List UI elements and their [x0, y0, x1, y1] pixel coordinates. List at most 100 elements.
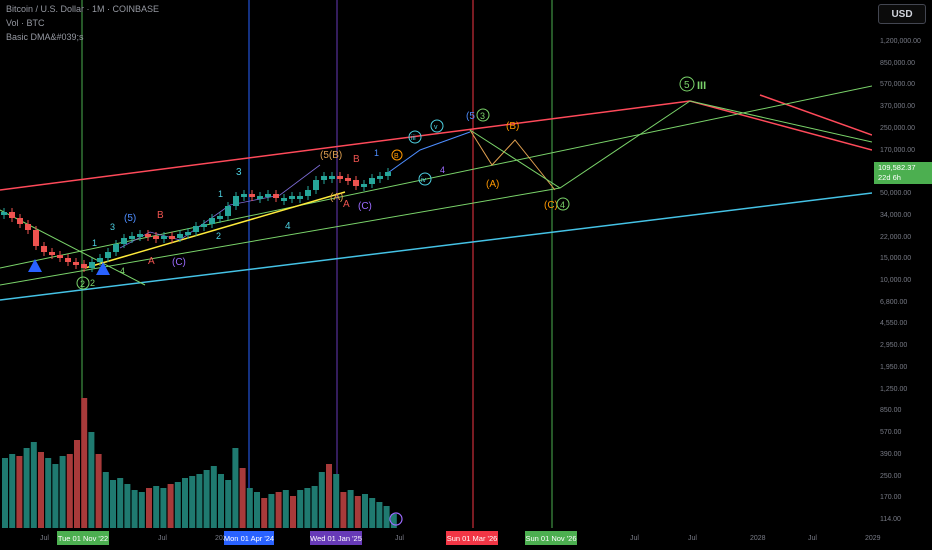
candle [89, 262, 95, 268]
volume-bar [290, 496, 296, 528]
price-tick-label: 570.00 [880, 429, 902, 437]
wave-label-C-a: (C) [172, 257, 186, 268]
wave-label-B2: B [394, 153, 399, 160]
candle [297, 196, 303, 199]
wave-label-4b2: 4 [285, 221, 291, 232]
volume-bar [189, 476, 196, 528]
candle [289, 196, 295, 199]
volume-bar [38, 452, 44, 528]
candle [49, 252, 55, 255]
candle [105, 252, 111, 258]
time-tick-label: Jul [158, 535, 167, 542]
candle [185, 232, 191, 235]
volume-bar [182, 478, 188, 528]
currency-button[interactable]: USD [878, 4, 926, 24]
volume-bar [138, 492, 145, 528]
volume-bar [2, 458, 8, 528]
price-tick-label: 250,000.00 [880, 124, 916, 132]
price-tick-label: 1,200,000.00 [880, 38, 921, 45]
candle [121, 238, 127, 244]
wave-label-2: 2 [216, 231, 221, 241]
wave-circle-4-proj [556, 197, 570, 211]
volume-bar [196, 474, 203, 528]
candle [57, 255, 63, 258]
volume-bar [210, 466, 217, 528]
wave-circle-3c [476, 108, 490, 122]
candle [153, 236, 159, 239]
time-tick-label: Jul [630, 535, 639, 542]
current-price-countdown: 22d 6h [878, 173, 901, 182]
wave-label-A: A [148, 256, 155, 267]
candle [273, 194, 279, 198]
candle [97, 258, 103, 262]
red-projection-2 [759, 94, 873, 136]
price-tick-label: 10,000.00 [880, 277, 912, 284]
candle [193, 226, 199, 232]
wave-label-1b: 1 [218, 189, 223, 199]
chart-area[interactable]: 2 2 4 1 3 (5) B A (C) 2 1 3 4 (5(B) (A) … [0, 0, 873, 528]
green-projection-path [469, 100, 691, 189]
price-axis[interactable] [872, 0, 932, 550]
volume-bar [16, 456, 23, 528]
candle [209, 218, 215, 224]
time-tick-label: 2029 [865, 535, 881, 542]
date-flag: Sun 01 Nov '26 [525, 531, 577, 545]
volume-bar [275, 492, 282, 528]
candle [137, 234, 143, 237]
wave-label-4b: 4 [120, 266, 125, 276]
current-price-label: 109,582.37 22d 6h [874, 162, 932, 184]
wave-label-3b: 3 [236, 167, 242, 178]
volume-bar [239, 468, 246, 528]
volume-bar [333, 474, 340, 528]
candle [145, 234, 151, 237]
volume-bar [203, 470, 210, 528]
volume-bar [95, 454, 102, 528]
candle [17, 218, 23, 224]
price-tick-label: 570,000.00 [880, 81, 916, 89]
wave-circle-small-B [391, 149, 403, 161]
time-axis[interactable] [0, 528, 872, 550]
volume-bar [225, 480, 232, 528]
candle [9, 212, 15, 218]
time-tick-label: Jul [688, 535, 697, 542]
volume-bar [45, 458, 52, 528]
time-tick-label: Jul [808, 535, 817, 542]
wave-label-III: III [697, 80, 706, 92]
candle [177, 234, 183, 238]
volume-legend[interactable]: Vol · BTC [6, 18, 45, 28]
wave-label-4-proj: 4 [560, 200, 565, 210]
orange-projection-path [469, 129, 556, 191]
wave-label-C-proj: (C) [544, 200, 558, 211]
price-chart[interactable]: 2 2 4 1 3 (5) B A (C) 2 1 3 4 (5(B) (A) … [0, 0, 873, 528]
candlesticks [1, 168, 391, 272]
candle [305, 190, 311, 196]
wave-label-5c: (5 [466, 111, 475, 122]
volume-bar [347, 490, 354, 528]
wave-label-B3: B [353, 154, 360, 165]
wave-circle-v [430, 119, 444, 133]
candle [321, 176, 327, 180]
price-tick-label: 22,000.00 [880, 233, 912, 241]
wave-label-C3: (C) [358, 201, 372, 212]
wave-label-3a: 3 [110, 222, 115, 232]
candle [217, 216, 223, 219]
wave-label-iii: iii [411, 135, 416, 142]
date-flag: Sun 01 Mar '26 [446, 531, 498, 545]
candle [385, 172, 391, 176]
indicator-logo-icon [389, 512, 403, 526]
wave-label-1: 1 [92, 238, 97, 248]
volume-bar [318, 472, 325, 528]
price-tick-label: 15,000.00 [880, 255, 912, 263]
candle [1, 212, 7, 215]
symbol-legend[interactable]: Bitcoin / U.S. Dollar · 1M · COINBASE [6, 4, 160, 14]
volume-bar [153, 486, 160, 528]
buy-arrow-2 [96, 262, 110, 275]
price-tick-label: 1,950.00 [880, 363, 908, 371]
volume-bar [218, 474, 224, 528]
volume-bar [117, 478, 124, 528]
indicator-legend[interactable]: Basic DMA&#039;s [6, 32, 84, 42]
wave-label-B-a: B [157, 210, 164, 221]
wave-circle-5-proj [679, 76, 695, 92]
channel-top-line [0, 100, 691, 191]
date-flag: Tue 01 Nov '22 [57, 531, 109, 545]
